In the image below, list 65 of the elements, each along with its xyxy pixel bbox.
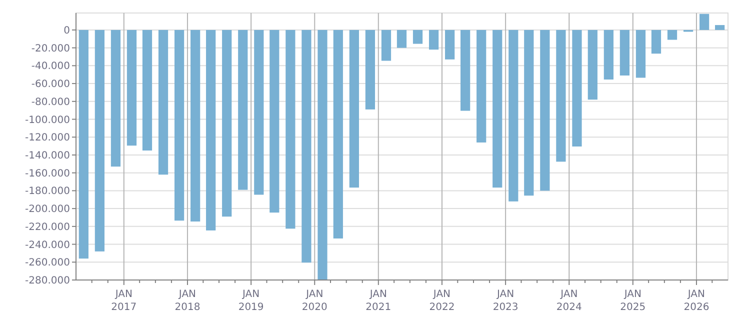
bar <box>572 30 582 146</box>
bar <box>428 30 439 50</box>
bar <box>302 30 312 263</box>
bar <box>254 30 264 195</box>
y-tick-label: -100.000 <box>25 114 70 126</box>
bar <box>270 30 280 213</box>
bar <box>476 30 486 142</box>
y-tick-label: -80.000 <box>31 96 70 108</box>
bar <box>651 30 662 54</box>
bar <box>508 30 518 202</box>
bar <box>94 30 104 252</box>
y-tick-label: -40.000 <box>31 61 70 72</box>
y-tick-label: -140.000 <box>25 150 70 162</box>
bar <box>222 30 232 217</box>
bar <box>333 30 343 238</box>
y-tick-label: -200.000 <box>25 204 70 216</box>
y-tick-label: -280.000 <box>25 276 70 286</box>
bar <box>174 30 184 221</box>
bar <box>540 30 550 191</box>
bar <box>238 30 248 190</box>
bar <box>126 30 137 146</box>
x-tick-label: JAN 2020 <box>302 289 328 313</box>
y-tick-label: -120.000 <box>25 132 70 144</box>
x-tick-label: JAN 2018 <box>174 289 200 313</box>
x-tick-label: JAN 2017 <box>111 289 137 313</box>
bar <box>715 25 725 30</box>
y-tick-label: -220.000 <box>25 222 70 233</box>
bar <box>190 30 200 222</box>
bar <box>524 30 534 196</box>
y-tick-label: -240.000 <box>25 240 70 251</box>
bar <box>396 30 407 48</box>
x-tick-label: JAN 2019 <box>238 289 264 313</box>
bar <box>381 30 392 61</box>
x-tick-label: JAN 2025 <box>620 289 646 313</box>
bar <box>460 30 470 111</box>
bar <box>110 30 121 167</box>
bar <box>365 30 376 110</box>
bar <box>142 30 152 151</box>
bar <box>636 30 646 78</box>
bar <box>556 30 566 162</box>
bar <box>286 30 296 229</box>
bar <box>588 30 598 100</box>
y-tick-label: -180.000 <box>25 186 70 198</box>
bar <box>492 30 502 188</box>
x-tick-label: JAN 2023 <box>492 289 518 313</box>
bar <box>445 30 455 60</box>
x-tick-label: JAN 2026 <box>684 289 710 313</box>
bar <box>206 30 216 230</box>
bar <box>412 30 423 44</box>
bar <box>620 30 630 76</box>
y-tick-label: -20.000 <box>31 43 70 54</box>
bar <box>158 30 168 175</box>
bar <box>78 30 88 259</box>
x-tick-label: JAN 2022 <box>429 289 455 313</box>
bar <box>349 30 359 188</box>
y-tick-label: -160.000 <box>25 168 70 180</box>
y-tick-label: -260.000 <box>25 258 70 269</box>
bar <box>604 30 614 80</box>
x-tick-label: JAN 2024 <box>556 289 582 313</box>
bar <box>667 30 678 40</box>
y-tick-label: -60.000 <box>31 79 70 90</box>
x-tick-label: JAN 2021 <box>366 289 392 313</box>
bar <box>700 14 710 30</box>
bar <box>318 30 328 280</box>
y-tick-label: 0 <box>64 25 70 36</box>
